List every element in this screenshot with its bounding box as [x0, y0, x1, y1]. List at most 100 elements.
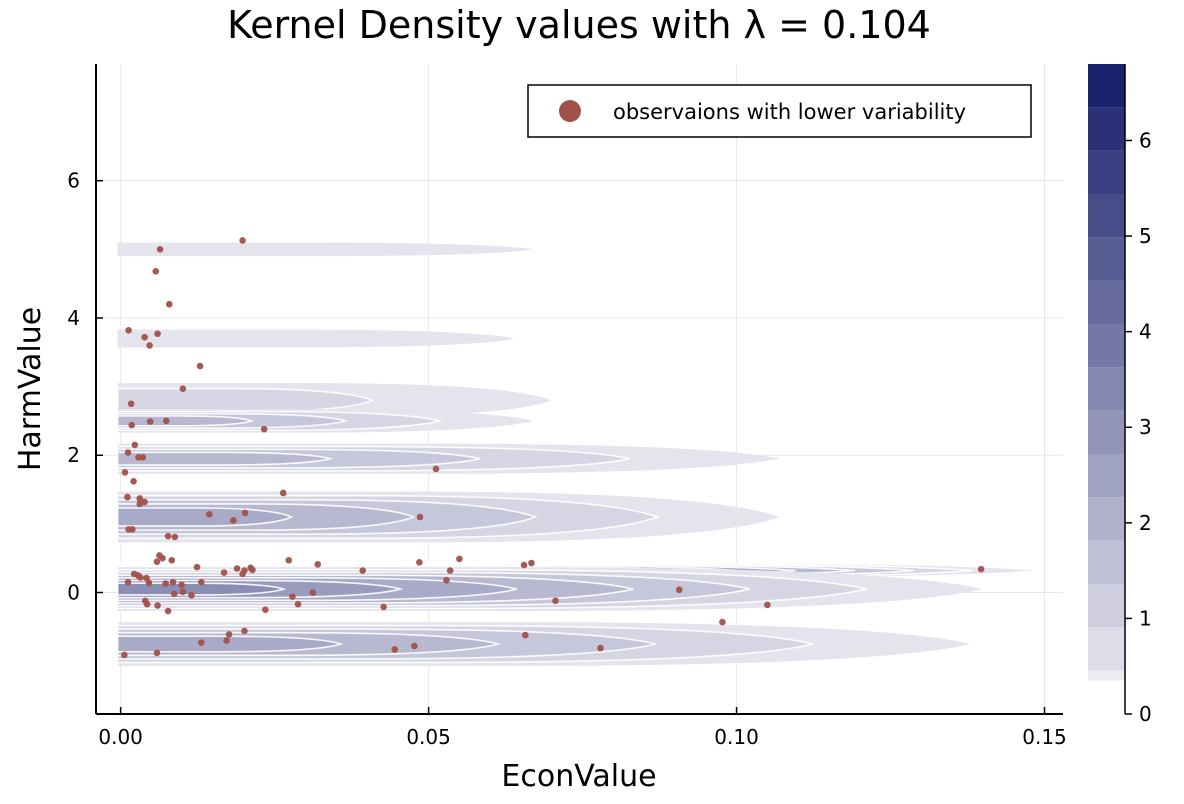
- scatter-point-27: [206, 510, 213, 518]
- colorbar-segment: [1088, 454, 1125, 498]
- scatter-point-45: [528, 559, 535, 567]
- colorbar-tick-label: 5: [1139, 224, 1152, 248]
- colorbar-segment: [1088, 410, 1125, 454]
- colorbar-tick-label: 3: [1139, 415, 1152, 439]
- colorbar-tick-label: 4: [1139, 320, 1152, 344]
- scatter-point-1: [156, 246, 164, 253]
- density-band-0-level-0: [117, 242, 534, 257]
- y-tick-label: 2: [67, 443, 80, 467]
- scatter-point-52: [239, 570, 246, 578]
- scatter-point-5: [154, 330, 161, 338]
- scatter-point-2: [152, 267, 160, 275]
- x-tick-label: 0.05: [406, 725, 451, 749]
- scatter-point-79: [764, 601, 771, 609]
- scatter-point-38: [153, 558, 161, 565]
- legend-marker: [559, 100, 581, 122]
- scatter-point-14: [260, 425, 268, 433]
- scatter-point-72: [289, 593, 296, 600]
- scatter-point-77: [552, 597, 559, 605]
- scatter-point-22: [279, 489, 287, 497]
- y-tick-label: 6: [67, 169, 80, 193]
- scatter-point-73: [294, 600, 302, 608]
- x-tick-label: 0.15: [1022, 725, 1067, 749]
- colorbar-segment: [1088, 670, 1125, 681]
- scatter-point-30: [416, 513, 424, 521]
- density-band-7-level-6: [116, 582, 287, 596]
- scatter-point-24: [136, 495, 144, 502]
- scatter-point-28: [241, 509, 249, 517]
- scatter-point-7: [146, 342, 153, 349]
- scatter-point-85: [241, 627, 248, 635]
- scatter-point-51: [220, 569, 228, 576]
- scatter-point-37: [168, 556, 176, 564]
- scatter-point-57: [124, 578, 132, 586]
- x-tick-label: 0.10: [714, 725, 759, 749]
- scatter-point-43: [456, 555, 463, 563]
- scatter-point-71: [164, 607, 172, 615]
- scatter-point-6: [141, 333, 148, 341]
- scatter-point-32: [129, 526, 136, 533]
- colorbar: 0 1 2 3 4 5 6: [1088, 64, 1152, 726]
- scatter-point-18: [139, 453, 147, 461]
- scatter-point-61: [178, 581, 185, 589]
- scatter-point-26: [136, 500, 144, 508]
- scatter-point-58: [145, 579, 153, 587]
- scatter-point-91: [153, 649, 161, 657]
- scatter-point-47: [233, 565, 241, 572]
- scatter-point-62: [198, 578, 205, 586]
- scatter-point-86: [521, 631, 529, 639]
- scatter-points: [121, 237, 985, 659]
- scatter-point-34: [171, 533, 179, 541]
- scatter-point-75: [262, 606, 269, 613]
- density-band-4-level-3: [116, 451, 334, 466]
- scatter-point-23: [124, 493, 131, 501]
- colorbar-segment: [1088, 194, 1125, 238]
- density-band-8-level-4: [116, 635, 344, 653]
- scatter-point-4: [125, 327, 132, 334]
- scatter-point-64: [359, 567, 366, 574]
- scatter-point-84: [223, 637, 230, 644]
- scatter-point-66: [188, 591, 195, 599]
- scatter-point-36: [159, 554, 166, 562]
- density-band-1-level-0: [117, 329, 515, 348]
- scatter-point-78: [675, 586, 683, 594]
- colorbar-tick-label: 0: [1139, 702, 1152, 726]
- scatter-point-60: [162, 580, 169, 587]
- scatter-point-15: [131, 441, 139, 449]
- axes: [95, 64, 1063, 715]
- scatter-point-65: [179, 588, 187, 596]
- scatter-point-90: [121, 651, 128, 659]
- scatter-point-87: [391, 646, 399, 653]
- y-tick-label: 4: [67, 306, 80, 330]
- scatter-point-11: [128, 421, 136, 429]
- x-axis-ticks: 0.00 0.05 0.10 0.15: [98, 707, 1067, 749]
- scatter-point-89: [597, 644, 604, 652]
- scatter-point-13: [162, 417, 170, 425]
- scatter-point-12: [146, 418, 154, 425]
- y-tick-label: 0: [67, 581, 80, 605]
- colorbar-segment: [1088, 64, 1125, 108]
- scatter-point-88: [411, 642, 418, 650]
- scatter-point-56: [137, 574, 144, 581]
- scatter-point-16: [124, 449, 132, 456]
- colorbar-tick-label: 2: [1139, 511, 1152, 535]
- scatter-point-25: [141, 498, 148, 506]
- x-axis-label: EconValue: [501, 759, 656, 794]
- colorbar-segment: [1088, 497, 1125, 541]
- y-axis-label: HarmValue: [13, 307, 48, 471]
- scatter-point-19: [121, 469, 129, 476]
- chart-title: Kernel Density values with λ = 0.104: [227, 3, 931, 47]
- colorbar-tick-label: 6: [1139, 128, 1152, 152]
- legend-label: observaions with lower variability: [613, 100, 966, 124]
- scatter-point-21: [130, 478, 137, 485]
- colorbar-segment: [1088, 627, 1125, 671]
- scatter-point-83: [225, 631, 233, 638]
- scatter-point-9: [179, 385, 187, 392]
- density-band-2-level-1: [116, 387, 375, 413]
- colorbar-tick-label: 1: [1139, 606, 1152, 630]
- scatter-point-33: [164, 532, 172, 540]
- legend: observaions with lower variability: [527, 84, 1032, 138]
- colorbar-segment: [1088, 540, 1125, 584]
- scatter-point-74: [309, 589, 317, 596]
- colorbar-segment: [1088, 280, 1125, 324]
